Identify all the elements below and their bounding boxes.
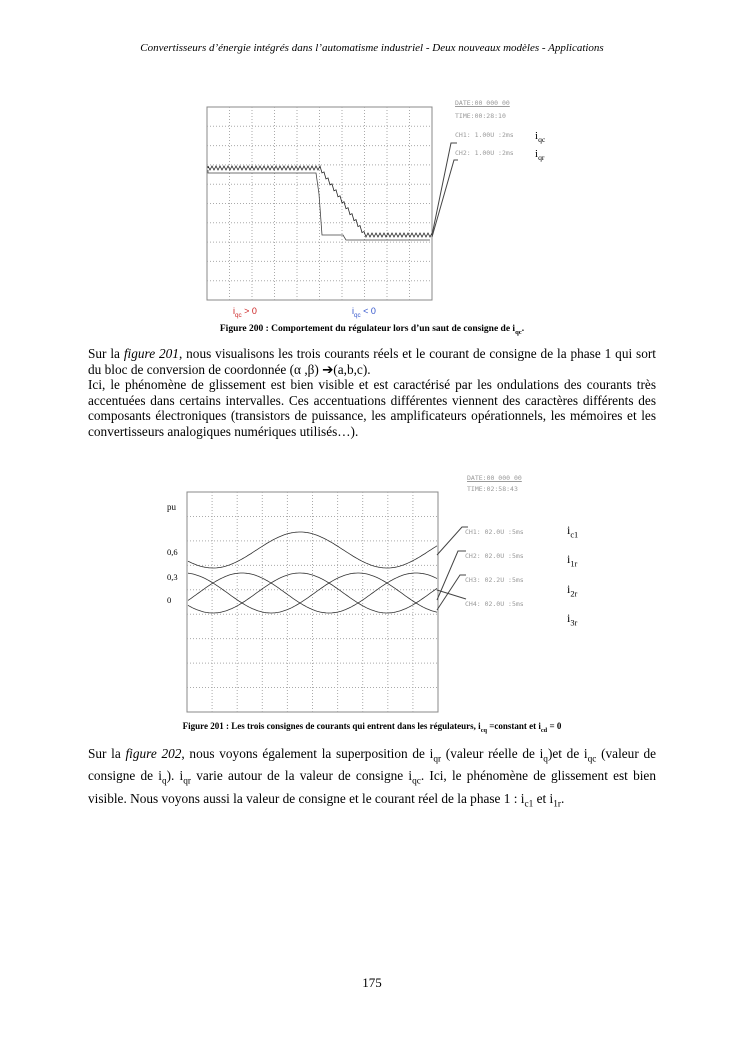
leader-line [436, 550, 466, 601]
fig201-unit: pu [167, 502, 176, 512]
trace-iqr [207, 170, 430, 241]
readout-time: TIME:00:28:10 [455, 112, 506, 120]
readout-ch2: CH2: 1.00U :2ms [455, 149, 514, 157]
paragraph-2: Ici, le phénomène de glissement est bien… [88, 377, 656, 439]
trace-iqc [207, 164, 433, 239]
fig201-ytick: 0,6 [167, 547, 178, 557]
fig201-channel-labels: ic1 i1r i2r i3r [567, 523, 579, 628]
page-number: 175 [362, 975, 382, 990]
leader-line [436, 526, 468, 556]
figure-201-caption: Figure 201 : Les trois consignes de cour… [182, 721, 562, 734]
readout-ch2: CH2: 02.0U :5ms [465, 552, 524, 560]
fig201-channel-readouts: CH1: 02.0U :5ms CH2: 02.0U :5ms CH3: 02.… [465, 520, 524, 616]
readout-date: DATE:00 000 00 [467, 474, 522, 482]
trace-ic1 [187, 531, 438, 569]
figure-200-caption: Figure 200 : Comportement du régulateur … [219, 324, 525, 336]
fig200-negative-label: iqc < 0 [352, 306, 376, 319]
readout-ch1: CH1: 02.0U :5ms [465, 528, 524, 536]
readout-ch1: CH1: 1.00U :2ms [455, 131, 514, 139]
trace-phase-3 [187, 572, 438, 614]
paragraph-3: Sur la figure 202, nous voyons également… [88, 746, 657, 810]
fig201-ytick: 0,3 [167, 572, 178, 582]
fig200-ch2-label: iqr [535, 148, 545, 163]
fig200-ch1-label: iqc [535, 130, 546, 145]
trace-phase-1 [187, 572, 438, 614]
leader-line [436, 574, 466, 611]
trace-phase-2 [187, 572, 438, 614]
fig201-readout: DATE:00 000 00 TIME:02:58:43 [467, 473, 522, 495]
readout-ch3: CH3: 02.2U :5ms [465, 576, 524, 584]
leader-line [436, 589, 467, 600]
paragraph-1: Sur la figure 201, nous visualisons les … [88, 346, 656, 377]
readout-time: TIME:02:58:43 [467, 485, 518, 493]
running-header: Convertisseurs d’énergie intégrés dans l… [140, 42, 604, 54]
fig200-positive-label: iqc > 0 [233, 306, 257, 319]
fig200-readout: DATE:00 000 00 TIME:00:28:10 CH1: 1.00U … [455, 97, 514, 160]
readout-date: DATE:00 000 00 [455, 99, 510, 107]
fig201-ytick: 0 [167, 595, 172, 605]
readout-ch4: CH4: 02.0U :5ms [465, 600, 524, 608]
leader-line [431, 159, 458, 238]
leader-line [431, 142, 457, 236]
